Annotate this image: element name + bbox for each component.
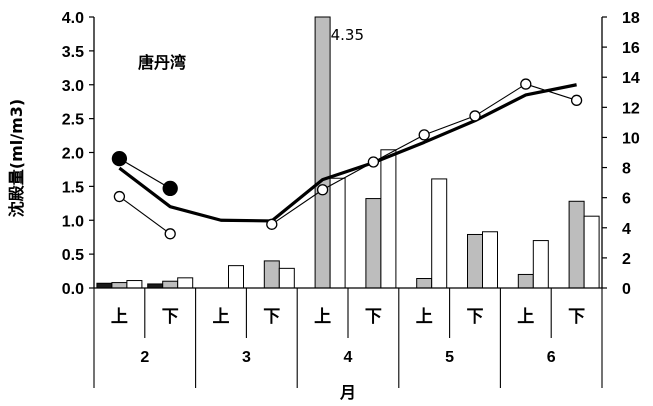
period-label-4: 上 (314, 307, 331, 327)
bar-gray-5 (365, 198, 382, 289)
y2-tick-label-9: 18 (622, 10, 640, 27)
month-label-2: 4 (344, 349, 353, 366)
y-tick-label-8: 4.0 (62, 10, 84, 27)
y2-tick-label-5: 10 (622, 130, 640, 147)
line-filled-circle-path-0 (119, 158, 171, 189)
period-label-2: 上 (213, 307, 230, 327)
y2-tick-label-8: 16 (622, 40, 640, 57)
line-open-circle-path-0 (119, 196, 171, 235)
month-label-3: 5 (445, 349, 454, 366)
bar-gray-0 (111, 282, 128, 289)
bar-gray-8 (517, 273, 534, 289)
period-label-6: 上 (416, 307, 433, 327)
period-label-0: 上 (111, 307, 128, 327)
bar-white-5 (380, 149, 397, 289)
y2-tick-label-6: 12 (622, 100, 640, 117)
y-tick-label-4: 2.0 (62, 146, 84, 163)
y-tick-label-1: 0.5 (62, 247, 84, 264)
bar-white-6 (431, 178, 448, 289)
y2-tick-label-4: 8 (622, 161, 631, 178)
line-open-circle-point-8 (520, 78, 532, 90)
y2-tick-label-1: 2 (622, 251, 631, 268)
bar-gray-1 (162, 280, 179, 289)
y-tick-label-5: 2.5 (62, 112, 84, 129)
bar-white-1 (177, 277, 194, 289)
bar-white-8 (532, 240, 549, 289)
bar-white-3 (278, 267, 295, 289)
y2-tick-label-0: 0 (622, 281, 631, 298)
bar-gray-7 (467, 233, 483, 289)
period-label-7: 下 (467, 307, 484, 327)
bar-white-2 (228, 265, 244, 289)
line-open-circle-point-3 (266, 218, 278, 230)
chart-title: 唐丹湾 (138, 53, 186, 72)
y2-tick-label-2: 4 (622, 221, 631, 238)
y2-tick-label-3: 6 (622, 191, 631, 208)
line-open-circle-point-4 (316, 184, 329, 196)
x-axis-label: 月 (339, 383, 356, 402)
y-tick-label-2: 1.0 (62, 213, 84, 230)
month-label-0: 2 (140, 349, 149, 366)
line-open-circle-point-7 (469, 110, 481, 122)
line-filled-circle-point-0 (111, 150, 128, 167)
y-tick-label-6: 3.0 (62, 78, 84, 95)
bar-white-9 (583, 215, 600, 289)
bar-white-4 (329, 177, 346, 289)
line-filled-circle-point-1 (162, 180, 178, 197)
line-thick-path-0 (118, 83, 577, 223)
period-label-1: 下 (162, 307, 179, 327)
bar-white-7 (482, 231, 498, 289)
bar-gray-4 (314, 16, 331, 289)
line-open-circle-point-6 (418, 129, 430, 141)
period-label-8: 上 (517, 307, 534, 327)
y-tick-label-7: 3.5 (62, 44, 84, 61)
y-tick-label-3: 1.5 (62, 179, 84, 196)
y2-tick-label-7: 14 (622, 70, 640, 87)
line-open-circle-point-5 (367, 156, 380, 168)
y-axis-label: 沈殿量(ml/m3) (7, 99, 26, 217)
bar-black-0 (96, 282, 113, 289)
period-label-9: 下 (568, 307, 585, 327)
period-label-3: 下 (263, 307, 280, 327)
line-open-circle-point-9 (570, 94, 583, 106)
month-label-4: 6 (547, 349, 556, 366)
bar-gray-3 (263, 260, 280, 289)
annotation-0: 4.35 (331, 26, 364, 44)
period-label-5: 下 (365, 307, 382, 327)
month-label-1: 3 (242, 349, 251, 366)
bar-white-0 (126, 280, 143, 289)
line-open-circle-point-0 (113, 190, 126, 203)
bar-gray-9 (568, 200, 585, 289)
y-tick-label-0: 0.0 (62, 281, 84, 298)
plot-area: 0.0 0.5 1.0 1.5 2.0 2.5 3.0 3.5 4.0 0 2 4 6 8 10 12 14 16… (62, 10, 640, 388)
line-open-circle-point-1 (164, 228, 176, 240)
bar-gray-6 (416, 278, 433, 289)
